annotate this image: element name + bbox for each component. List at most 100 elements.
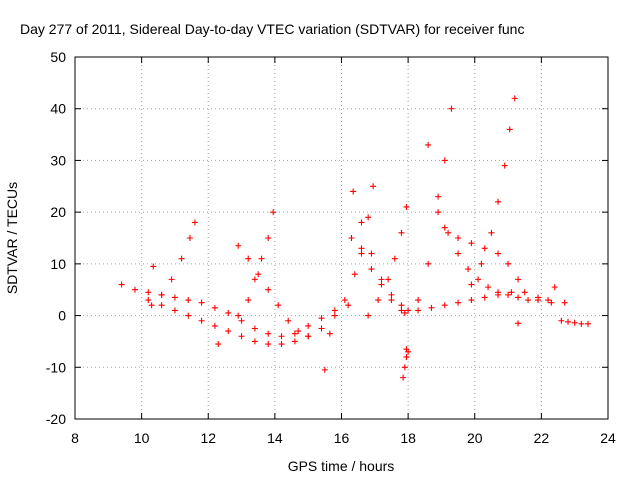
data-point: [235, 312, 242, 319]
series-outliers: [150, 263, 558, 373]
data-point: [558, 317, 565, 324]
y-tick-label: -20: [46, 411, 66, 427]
data-point: [131, 286, 138, 293]
data-point: [265, 235, 272, 241]
series-decline-18.6: [425, 141, 552, 304]
y-tick-label: 40: [50, 101, 66, 117]
data-point: [475, 276, 482, 283]
data-point: [368, 266, 375, 273]
data-point: [368, 250, 375, 257]
data-point: [488, 229, 495, 236]
data-point: [385, 276, 392, 283]
data-point: [145, 297, 152, 304]
data-point: [285, 317, 292, 324]
data-point: [481, 294, 488, 301]
series-rise-19.3: [415, 105, 455, 304]
data-point: [145, 289, 152, 296]
data-point: [428, 304, 435, 311]
series-rise-11.5: [148, 219, 198, 309]
x-axis-label: GPS time / hours: [288, 458, 395, 474]
data-point: [401, 309, 408, 316]
data-point: [158, 302, 165, 309]
data-point: [455, 235, 462, 241]
series-flat-18: [401, 289, 568, 316]
data-point: [425, 141, 432, 148]
data-point: [225, 309, 232, 316]
data-point: [495, 291, 502, 298]
series-drop-17.9: [400, 348, 412, 381]
data-point: [378, 281, 385, 288]
data-point: [365, 312, 372, 319]
series-rise-17.9: [365, 203, 410, 319]
x-tick-label: 22: [534, 430, 550, 446]
data-point: [305, 322, 312, 329]
data-point: [455, 299, 462, 306]
data-point: [341, 297, 348, 304]
plot-frame: [74, 56, 609, 420]
data-point: [501, 162, 508, 169]
data-point: [398, 302, 405, 309]
data-point: [278, 333, 285, 340]
data-point: [278, 341, 285, 348]
data-point: [403, 203, 410, 210]
data-point: [245, 255, 252, 262]
data-point: [150, 263, 157, 270]
data-point: [326, 330, 333, 337]
series-rise-13.9: [235, 209, 277, 319]
x-tick-label: 14: [267, 430, 283, 446]
data-point: [178, 255, 185, 262]
data-point: [238, 317, 245, 324]
data-point: [525, 297, 532, 304]
y-axis-label: SDTVAR / TECUs: [4, 182, 20, 294]
data-point: [305, 333, 312, 340]
data-point: [415, 297, 422, 304]
data-point: [225, 328, 232, 335]
data-point: [251, 276, 258, 283]
data-point: [468, 297, 475, 304]
data-point: [578, 320, 585, 327]
x-tick-label: 20: [467, 430, 483, 446]
data-point: [403, 353, 410, 360]
series-tail-22.6: [558, 317, 592, 327]
data-point: [391, 255, 398, 262]
data-point: [378, 276, 385, 283]
data-point: [455, 250, 462, 257]
data-point: [398, 229, 405, 236]
series-curve-16.3: [348, 235, 412, 314]
data-point: [398, 307, 405, 314]
y-tick-label: 20: [50, 204, 66, 220]
data-point: [511, 95, 518, 102]
data-point: [331, 312, 338, 319]
data-point: [345, 302, 352, 309]
data-point: [400, 374, 407, 381]
x-tick-label: 18: [400, 430, 416, 446]
data-point: [508, 289, 515, 296]
y-tick-label: 0: [58, 308, 66, 324]
data-point: [295, 328, 302, 335]
data-point: [515, 276, 522, 283]
data-point: [561, 299, 568, 306]
data-point: [375, 297, 382, 304]
data-point: [548, 299, 555, 306]
x-tick-label: 24: [600, 430, 616, 446]
data-point: [468, 281, 475, 288]
series-early-band: [118, 281, 352, 340]
data-point: [465, 266, 472, 273]
y-tick-label: 30: [50, 152, 66, 168]
data-point: [265, 330, 272, 337]
series-rise-16.8: [331, 183, 377, 319]
data-point: [351, 271, 358, 278]
data-point: [478, 260, 485, 267]
data-point: [265, 341, 272, 348]
data-point: [485, 284, 492, 291]
data-point: [448, 105, 455, 112]
data-point: [198, 299, 205, 306]
data-point: [318, 315, 325, 322]
data-point: [435, 209, 442, 216]
data-point: [238, 333, 245, 340]
data-point: [365, 214, 372, 221]
data-point: [401, 364, 408, 371]
data-point: [505, 291, 512, 298]
data-point: [403, 346, 410, 353]
